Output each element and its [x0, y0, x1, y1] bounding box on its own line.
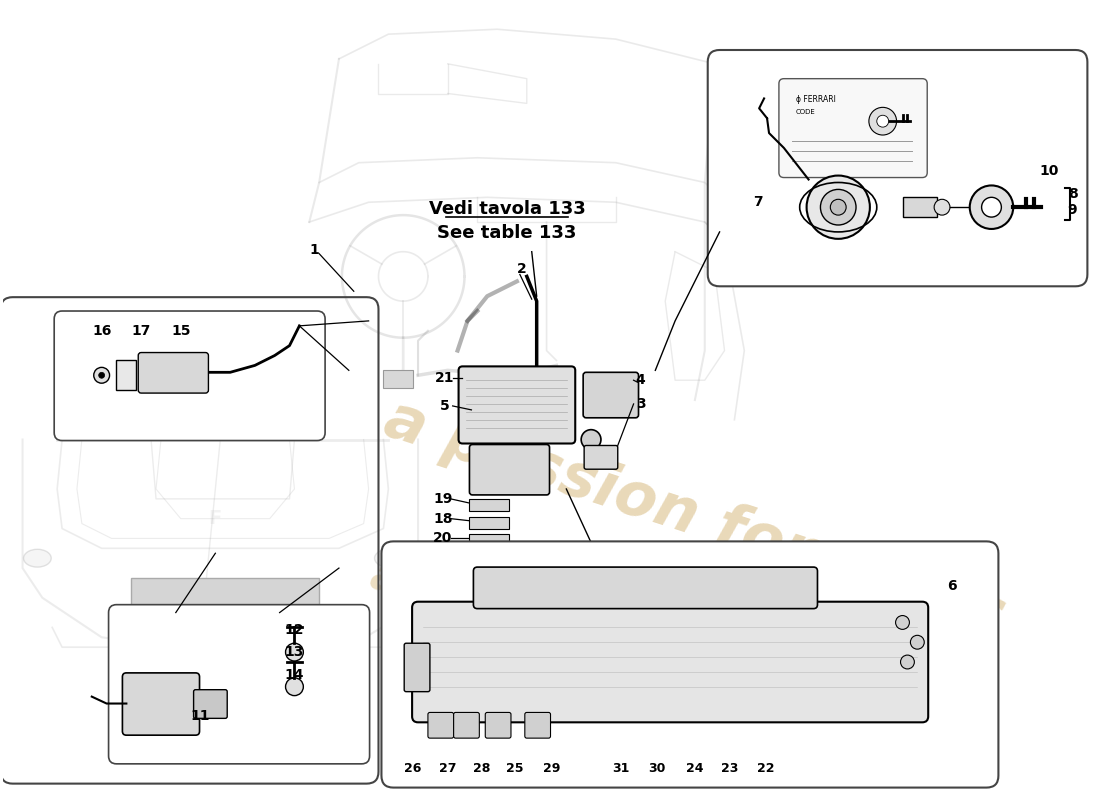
Text: 27: 27	[439, 762, 456, 775]
Bar	[470, 517, 509, 529]
FancyBboxPatch shape	[139, 353, 208, 393]
Text: 4: 4	[636, 374, 646, 387]
Text: 2: 2	[517, 262, 527, 275]
Bar	[117, 361, 136, 390]
Text: 18: 18	[433, 512, 452, 526]
Text: 11: 11	[190, 710, 210, 723]
Text: 9: 9	[1068, 203, 1077, 217]
Bar	[470, 534, 509, 546]
Bar	[470, 499, 509, 510]
FancyBboxPatch shape	[459, 366, 575, 443]
Text: ϕ FERRARI: ϕ FERRARI	[795, 95, 836, 105]
FancyBboxPatch shape	[54, 311, 326, 441]
Text: 22: 22	[757, 762, 774, 775]
Text: 16: 16	[92, 324, 111, 338]
Ellipse shape	[374, 550, 403, 567]
FancyBboxPatch shape	[525, 713, 550, 738]
Text: a passion for parts: a passion for parts	[365, 554, 827, 741]
Text: 10: 10	[1040, 164, 1058, 178]
Circle shape	[877, 115, 889, 127]
Bar	[169, 361, 175, 370]
Text: 7: 7	[754, 195, 763, 210]
Circle shape	[981, 198, 1001, 217]
Circle shape	[934, 199, 950, 215]
Text: 23: 23	[720, 762, 738, 775]
Circle shape	[830, 199, 846, 215]
Text: 21: 21	[434, 371, 454, 386]
Text: CODE: CODE	[795, 110, 815, 115]
Bar	[902, 198, 937, 217]
FancyBboxPatch shape	[194, 690, 228, 718]
FancyBboxPatch shape	[779, 78, 927, 178]
Text: 15: 15	[170, 324, 190, 338]
Text: 3: 3	[636, 397, 646, 411]
Circle shape	[869, 107, 896, 135]
Circle shape	[901, 655, 914, 669]
Text: 8: 8	[1068, 187, 1077, 202]
Text: 19: 19	[433, 492, 452, 506]
Bar	[131, 578, 319, 627]
Circle shape	[286, 643, 304, 661]
Bar	[150, 361, 155, 370]
Circle shape	[821, 190, 856, 225]
Bar	[160, 361, 165, 370]
Text: 30: 30	[649, 762, 666, 775]
Text: 28: 28	[473, 762, 490, 775]
Text: a passion for parts: a passion for parts	[377, 390, 1012, 647]
Text: Vedi tavola 133
See table 133: Vedi tavola 133 See table 133	[429, 200, 585, 242]
Circle shape	[94, 367, 110, 383]
FancyBboxPatch shape	[473, 567, 817, 609]
FancyBboxPatch shape	[453, 713, 480, 738]
Text: 12: 12	[285, 623, 305, 638]
Circle shape	[806, 175, 870, 239]
Circle shape	[911, 635, 924, 649]
FancyBboxPatch shape	[707, 50, 1088, 286]
Text: 24: 24	[686, 762, 704, 775]
Text: 29: 29	[542, 762, 560, 775]
FancyBboxPatch shape	[485, 713, 512, 738]
FancyBboxPatch shape	[382, 542, 999, 787]
Circle shape	[970, 186, 1013, 229]
Text: 5: 5	[440, 399, 450, 413]
FancyBboxPatch shape	[428, 713, 453, 738]
Text: 26: 26	[405, 762, 421, 775]
FancyBboxPatch shape	[412, 602, 928, 722]
Text: F: F	[209, 509, 222, 528]
Text: 6: 6	[947, 579, 957, 593]
Text: 17: 17	[132, 324, 151, 338]
Circle shape	[895, 615, 910, 630]
Text: 25: 25	[506, 762, 524, 775]
FancyBboxPatch shape	[470, 445, 550, 495]
Text: 14: 14	[285, 668, 305, 682]
FancyBboxPatch shape	[122, 673, 199, 735]
FancyBboxPatch shape	[404, 643, 430, 692]
Ellipse shape	[23, 550, 52, 567]
FancyBboxPatch shape	[583, 372, 638, 418]
Text: 20: 20	[433, 531, 452, 546]
Bar	[179, 361, 185, 370]
FancyBboxPatch shape	[584, 446, 618, 470]
Circle shape	[581, 430, 601, 450]
Circle shape	[99, 372, 104, 378]
Text: 31: 31	[612, 762, 629, 775]
Circle shape	[286, 678, 304, 696]
Text: 13: 13	[285, 645, 304, 659]
FancyBboxPatch shape	[109, 605, 370, 764]
Bar	[384, 370, 414, 388]
Text: 1: 1	[309, 242, 319, 257]
